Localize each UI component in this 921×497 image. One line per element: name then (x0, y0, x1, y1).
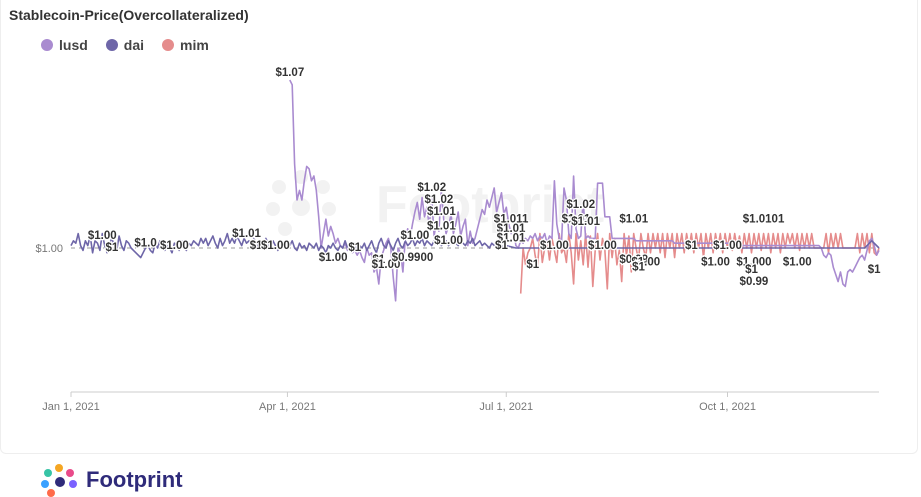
data-label: $1.00 (434, 235, 463, 247)
legend-dot-dai (105, 39, 118, 51)
data-label: $1.00 (160, 240, 189, 252)
watermark-logo-icon (266, 170, 336, 236)
legend-label-dai: dai (123, 37, 145, 53)
data-label: $1.00 (631, 257, 660, 269)
series-line-dai[interactable] (70, 232, 880, 259)
data-label: $1 (372, 254, 385, 266)
data-label: $1.000 (736, 257, 771, 269)
x-tick-label: Oct 1, 2021 (699, 401, 756, 413)
data-label: $1.011 (494, 213, 529, 225)
data-label: $1 (745, 264, 758, 276)
data-label: $1.01 (619, 213, 648, 225)
x-tick-label: Jul 1, 2021 (479, 401, 533, 413)
y-tick-label: $1.00 (35, 243, 63, 255)
data-label: $1 (526, 259, 539, 271)
data-label: $1 (348, 242, 361, 254)
data-label: $1.00 (261, 240, 290, 252)
data-label: $1 (105, 242, 118, 254)
chart-card: Stablecoin-Price(Overcollateralized) lus… (0, 0, 918, 454)
data-label: $1.02 (425, 194, 454, 206)
chart-title: Stablecoin-Price(Overcollateralized) (9, 7, 249, 23)
data-label: $1.00 (701, 257, 730, 269)
legend: lusd dai mim (41, 37, 209, 53)
data-label: $1.02 (566, 199, 595, 211)
data-label: $1.01 (571, 216, 600, 228)
data-label: $1.00 (588, 240, 617, 252)
footer-brand-text: Footprint (86, 467, 183, 492)
data-label: $1.01 (562, 213, 591, 225)
data-label: $1.01 (232, 228, 261, 240)
data-label: $1.01 (497, 223, 526, 235)
data-label: $1.0 (134, 237, 156, 249)
data-label: $1.00 (783, 257, 812, 269)
footprint-logo-icon (41, 464, 77, 497)
data-label: $1.00 (540, 240, 569, 252)
data-label: $1.02 (417, 182, 446, 194)
series-line-lusd[interactable] (289, 79, 880, 302)
data-label: $1.01 (427, 221, 456, 233)
line-chart: Footprint Jan 1, 2021 Apr 1, 2021 Jul 1, 2… (35, 66, 883, 413)
data-label: $1 (685, 240, 698, 252)
data-label: $1.00 (88, 230, 117, 242)
series-layer (70, 79, 880, 302)
legend-item-mim[interactable]: mim (162, 37, 209, 53)
data-label: $1 (495, 240, 508, 252)
legend-item-lusd[interactable]: lusd (41, 37, 88, 53)
data-label: $1.07 (275, 67, 304, 79)
legend-item-dai[interactable]: dai (105, 37, 145, 53)
data-label: $1.00 (400, 230, 429, 242)
legend-label-lusd: lusd (59, 37, 88, 53)
legend-dot-lusd (41, 39, 53, 51)
data-label: $0.9900 (392, 252, 434, 264)
data-labels-layer: $1.07$1.00$1 $1.0 $1.00$1.01$1$1.00$1.00$1… (87, 66, 883, 289)
data-label: $1 (250, 240, 263, 252)
data-label: $1 (868, 264, 881, 276)
data-label: $1.0101 (743, 213, 785, 225)
legend-dot-mim (162, 39, 175, 51)
x-tick-label: Apr 1, 2021 (259, 401, 316, 413)
x-tick-label: Jan 1, 2021 (42, 401, 100, 413)
data-label: $1.00 (319, 252, 348, 264)
data-label: $0.99 (740, 276, 769, 288)
data-label: $0.99 (619, 254, 648, 266)
data-label: $1.00 (713, 240, 742, 252)
data-label: $1.00 (372, 259, 401, 271)
axes: Jan 1, 2021 Apr 1, 2021 Jul 1, 2021 Oct 1, … (35, 243, 879, 413)
footer-brand[interactable]: Footprint (38, 463, 183, 497)
legend-label-mim: mim (180, 37, 209, 53)
data-label: $1.01 (427, 206, 456, 218)
data-label: $1 (632, 261, 645, 273)
data-label: $1.01 (497, 233, 526, 245)
